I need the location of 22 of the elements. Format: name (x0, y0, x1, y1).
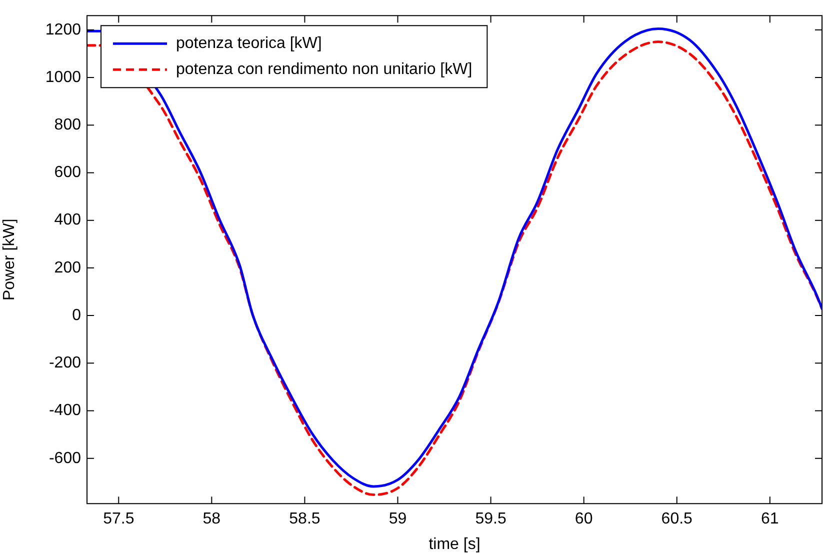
x-tick-label: 58.5 (289, 510, 320, 528)
y-tick-label: 200 (54, 259, 82, 276)
y-tick-label: 1200 (45, 21, 82, 38)
x-tick-label: 61 (761, 510, 779, 528)
x-axis-title: time [s] (428, 536, 480, 553)
y-tick-label: 0 (72, 306, 82, 324)
x-tick-label: 59.5 (475, 510, 506, 528)
x-tick-label: 60.5 (661, 510, 693, 528)
y-tick-label: 1000 (45, 68, 82, 86)
x-tick-label: 59 (388, 510, 407, 528)
y-tick-label: -400 (48, 402, 82, 420)
y-axis-title: Power [kW] (1, 218, 18, 300)
legend-label: potenza teorica [kW] (176, 35, 322, 52)
y-tick-label: 400 (54, 212, 82, 229)
y-tick-label: -600 (48, 450, 82, 467)
legend-label: potenza con rendimento non unitario [kW] (176, 61, 472, 78)
y-tick-label: -200 (48, 354, 82, 372)
y-tick-label: 600 (54, 164, 82, 182)
x-tick-label: 57.5 (103, 510, 134, 528)
x-tick-label: 58 (202, 510, 221, 528)
x-tick-label: 60 (574, 510, 593, 528)
y-tick-label: 800 (54, 116, 82, 134)
